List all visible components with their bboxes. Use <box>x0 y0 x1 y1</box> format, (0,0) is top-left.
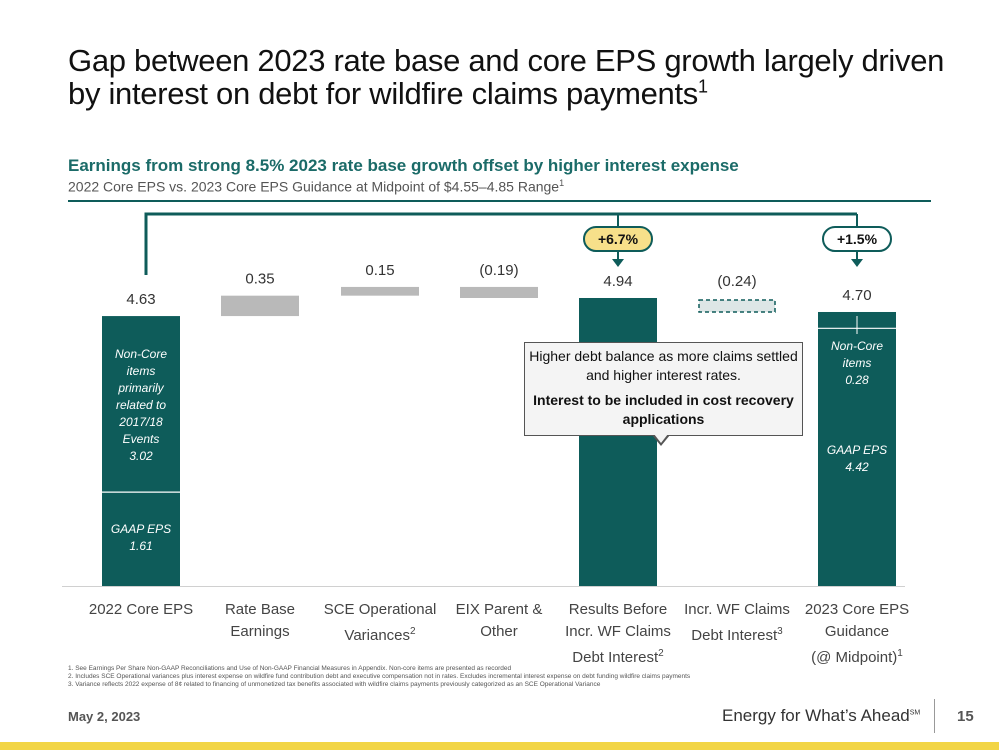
callout-bold-text: Interest to be included in cost recovery… <box>533 392 794 427</box>
brand-bottom-bar <box>0 742 999 750</box>
slide-title: Gap between 2023 rate base and core EPS … <box>68 43 945 111</box>
footer-tagline: Energy for What’s AheadSM <box>722 706 921 725</box>
growth-badge-text-0: +6.7% <box>598 231 639 247</box>
chart-subtitle-range: 2022 Core EPS vs. 2023 Core EPS Guidance… <box>68 178 565 195</box>
value-label-6: 4.70 <box>842 287 871 304</box>
category-label-3: EIX Parent & Other <box>455 601 543 640</box>
note-gaap-2023: GAAP EPS 4.42 <box>826 443 888 474</box>
badge-arrow-1 <box>851 259 863 267</box>
footnote-2: 2. Includes SCE Operational variances pl… <box>68 673 691 680</box>
total-bar-6 <box>818 311 896 586</box>
delta-bar-2 <box>341 286 419 296</box>
value-label-0: 4.63 <box>126 291 155 308</box>
total-bar-0 <box>102 316 180 586</box>
badge-arrow-0 <box>612 259 624 267</box>
delta-bar-1 <box>221 295 299 317</box>
value-label-4: 4.94 <box>603 273 632 290</box>
growth-badge-text-1: +1.5% <box>837 231 878 247</box>
category-label-6: 2023 Core EPS Guidance (@ Midpoint)1 <box>804 601 910 666</box>
note-noncore-2023: Non-Core items 0.28 <box>830 339 884 387</box>
interest-callout: Higher debt balance as more claims settl… <box>524 342 803 436</box>
callout-pointer-fill <box>654 434 668 443</box>
callout-text: Higher debt balance as more claims settl… <box>529 348 798 383</box>
footer-divider <box>934 699 935 733</box>
footnote-3: 3. Variance reflects 2022 expense of 8¢ … <box>68 681 601 688</box>
value-label-5: (0.24) <box>717 273 756 290</box>
footnote-1: 1. See Earnings Per Share Non-GAAP Recon… <box>68 665 512 672</box>
note-noncore-2022: Non-Core items primarily related to 2017… <box>114 347 168 463</box>
note-gaap-2022: GAAP EPS 1.61 <box>110 522 172 553</box>
category-label-0: 2022 Core EPS <box>88 601 194 618</box>
footer-date: May 2, 2023 <box>68 709 141 724</box>
category-label-2: SCE Operational Variances2 <box>323 601 437 644</box>
delta-bar-3 <box>460 286 538 298</box>
page-number: 15 <box>957 708 974 725</box>
category-label-4: Results Before Incr. WF Claims Debt Intere… <box>565 601 671 666</box>
category-label-5: Incr. WF Claims Debt Interest3 <box>684 601 790 644</box>
chart-subtitle: Earnings from strong 8.5% 2023 rate base… <box>68 156 739 175</box>
value-label-2: 0.15 <box>365 262 394 279</box>
category-label-1: Rate Base Earnings <box>224 601 296 640</box>
footnotes: 1. See Earnings Per Share Non-GAAP Recon… <box>68 665 690 689</box>
value-label-1: 0.35 <box>245 271 274 288</box>
dashed-delta-bar-5 <box>698 299 776 313</box>
value-label-3: (0.19) <box>479 262 518 279</box>
growth-bracket <box>144 212 857 275</box>
header-rule <box>68 200 931 202</box>
